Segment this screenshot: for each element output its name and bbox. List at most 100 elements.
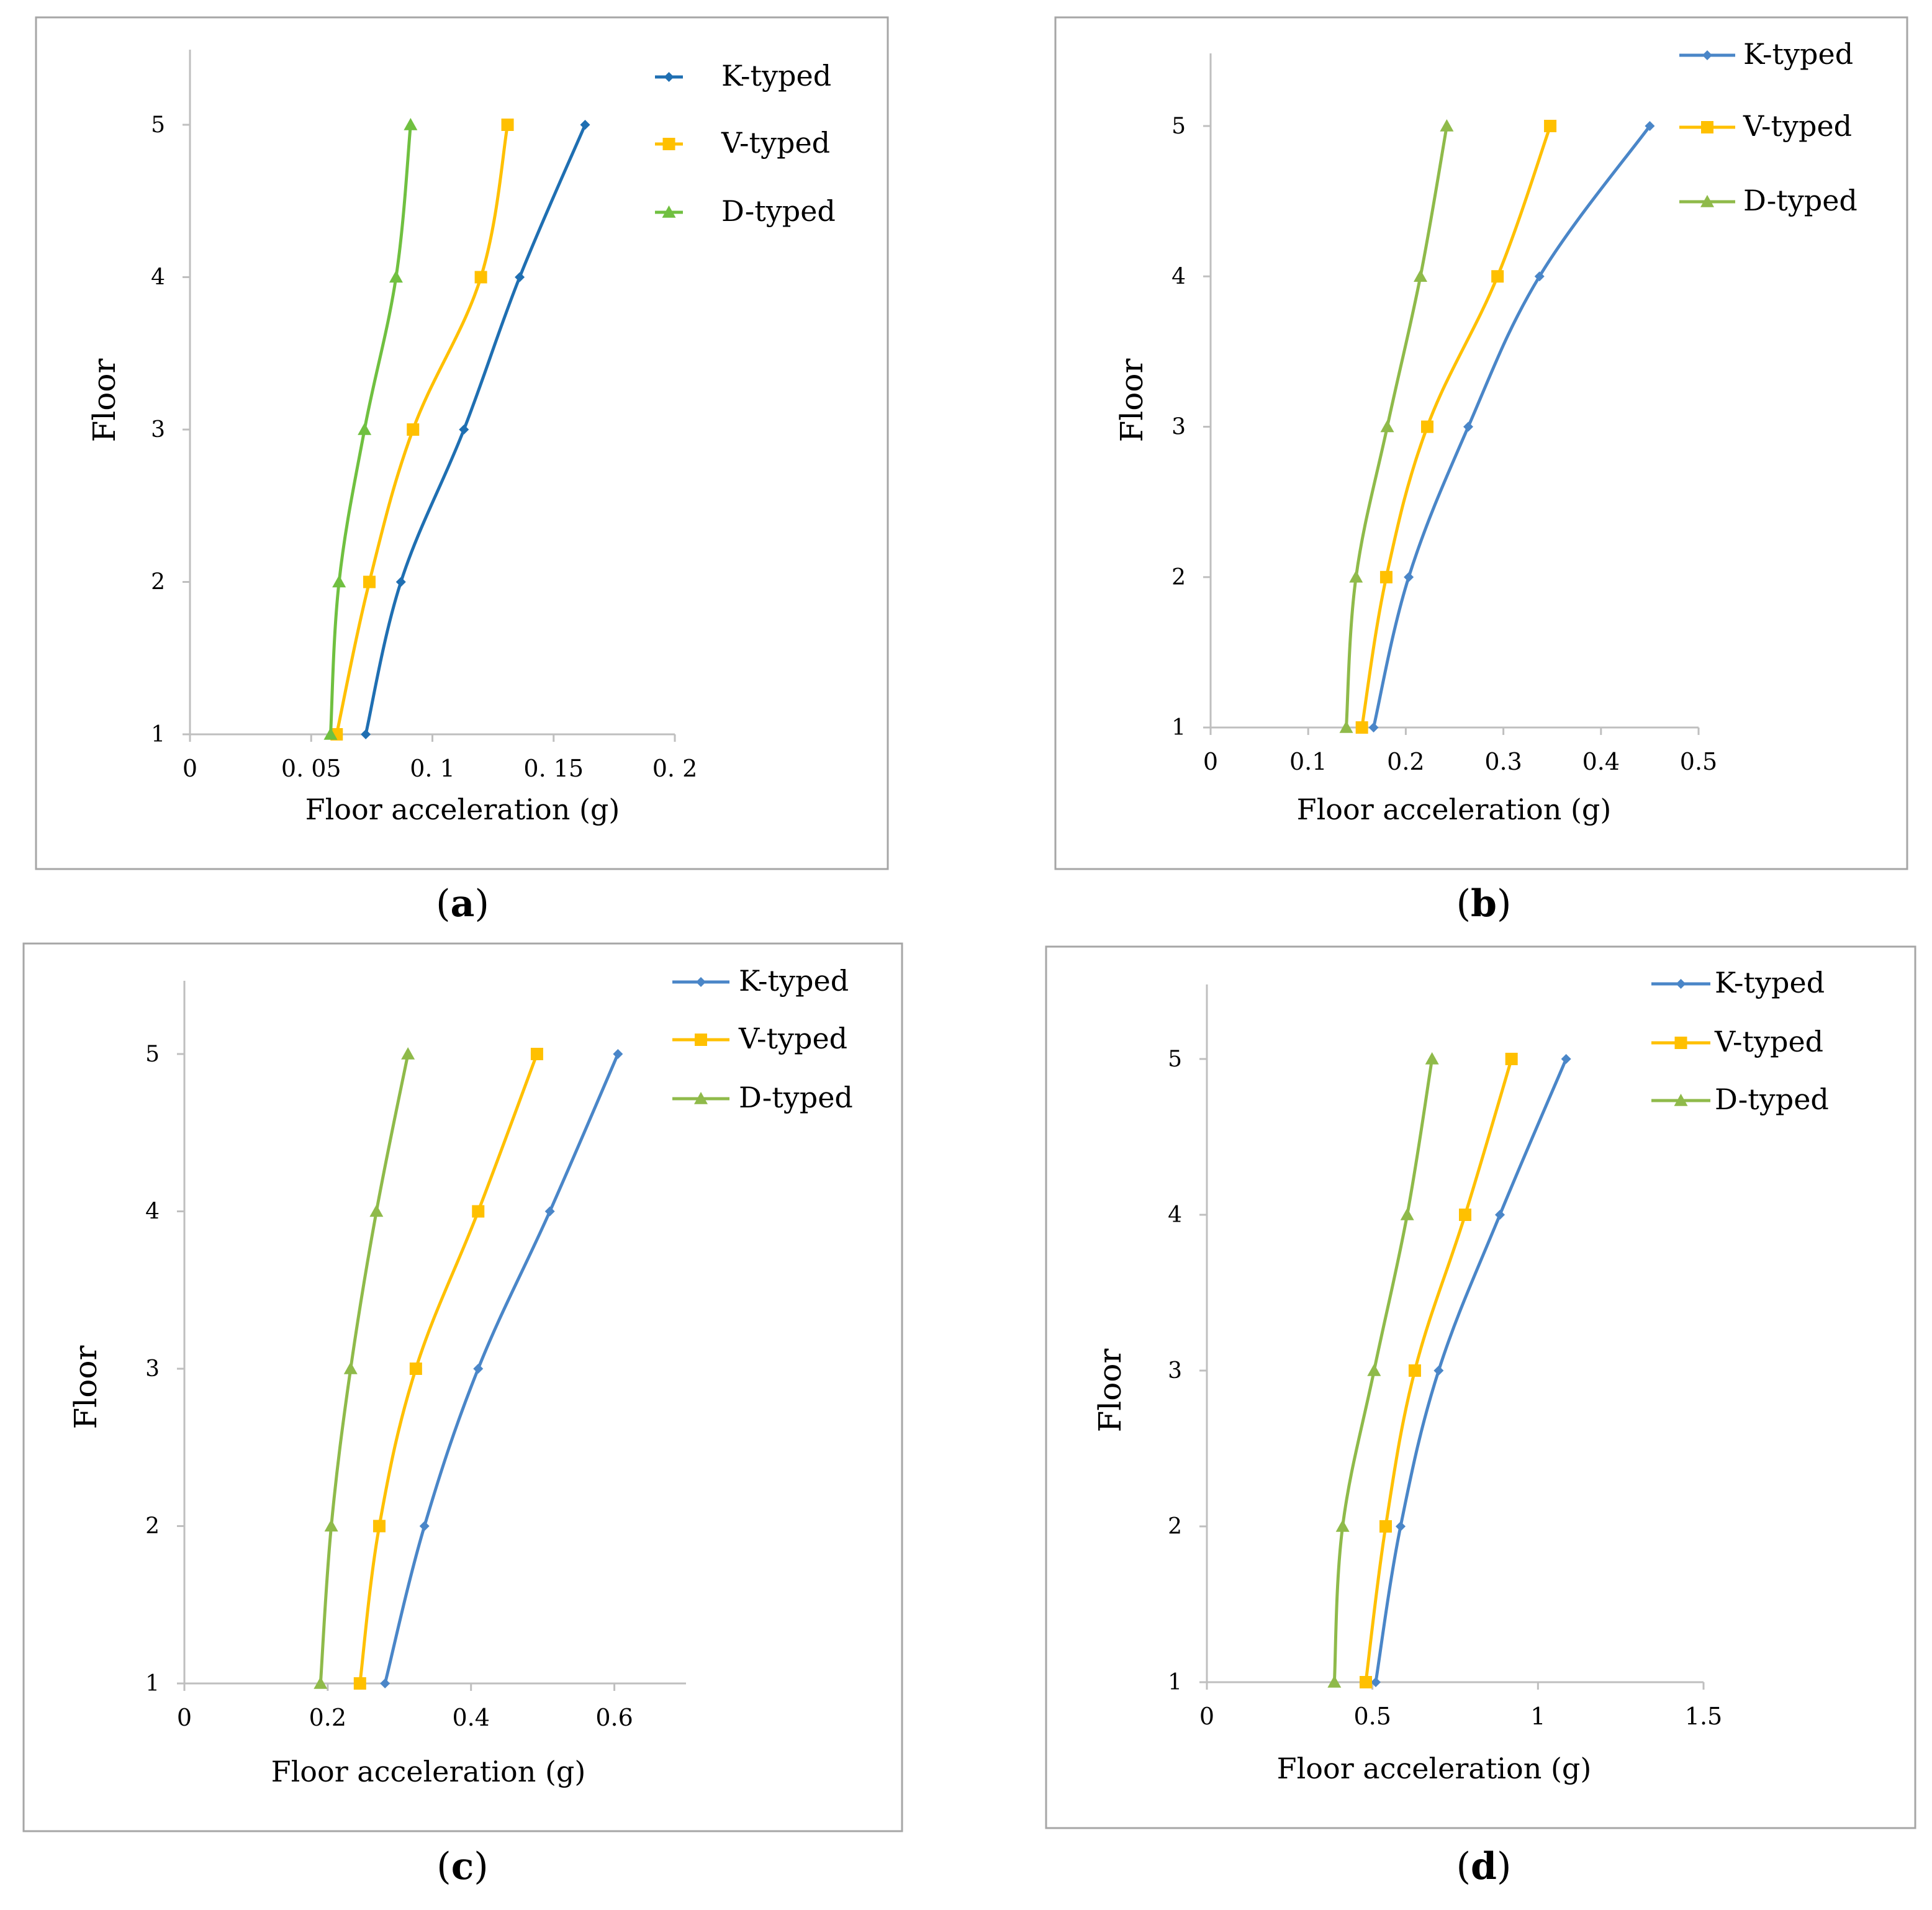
panel-frame (22, 942, 903, 1832)
data-point-v-typed (1459, 1209, 1471, 1221)
x-tick-label: 0.4 (1582, 748, 1620, 775)
legend-entry-v-typed: V-typed (1679, 109, 1852, 143)
legend-label: K-typed (1743, 37, 1853, 71)
legend-entry-k-typed: K-typed (672, 964, 849, 998)
data-point-d-typed (404, 118, 418, 130)
data-point-k-typed (1371, 1677, 1381, 1687)
data-point-k-typed (380, 1678, 390, 1688)
x-axis-title: Floor acceleration (g) (1297, 793, 1612, 826)
data-point-k-typed (361, 729, 371, 739)
panel-frame (1045, 945, 1916, 1829)
data-point-d-typed (1327, 1675, 1342, 1688)
x-tick-label: 1 (1530, 1703, 1545, 1730)
legend-entry-d-typed: D-typed (1679, 184, 1858, 217)
legend-label: V-typed (721, 126, 830, 160)
y-axis-title: Floor (68, 1346, 104, 1430)
data-point-d-typed (1425, 1052, 1439, 1065)
y-tick-label: 1 (1171, 715, 1186, 741)
x-tick-label: 0 (1203, 748, 1218, 775)
data-point-k-typed (1645, 121, 1655, 131)
data-point-k-typed (1404, 572, 1414, 582)
x-tick-label: 0.6 (595, 1704, 633, 1731)
data-point-d-typed (1413, 269, 1427, 282)
chart-panel-b: 1 2 3 4 5 0 0.1 0.2 0.3 0.4 0.5 Floor acceleration … (1054, 16, 1908, 926)
data-point-d-typed (332, 575, 346, 588)
panel-frame (1054, 16, 1908, 870)
data-point-k-typed (1368, 723, 1379, 732)
data-point-v-typed (1420, 420, 1433, 433)
y-tick-label: 3 (145, 1356, 160, 1382)
y-tick-label: 4 (1168, 1202, 1182, 1228)
data-point-v-typed (407, 423, 420, 436)
y-axis-title: Floor (1114, 359, 1150, 443)
x-tick-label: 0 (183, 755, 197, 782)
legend-label: D-typed (1715, 1083, 1829, 1116)
y-tick-label: 4 (1171, 264, 1186, 289)
data-point-k-typed (1433, 1366, 1444, 1376)
y-tick-label: 3 (1168, 1358, 1182, 1384)
panel-caption: (c) (436, 1845, 488, 1888)
data-point-k-typed (1495, 1210, 1505, 1220)
x-axis-title: Floor acceleration (g) (305, 793, 620, 826)
data-point-k-typed (613, 1049, 623, 1059)
series-d-typed (314, 1047, 415, 1689)
legend-entry-d-typed: D-typed (1651, 1083, 1829, 1116)
data-point-k-typed (1463, 421, 1474, 432)
data-point-v-typed (353, 1677, 366, 1690)
x-tick-label: 0. 05 (281, 755, 341, 782)
data-point-v-typed (1379, 570, 1393, 583)
x-tick-label: 0. 2 (652, 755, 698, 782)
y-tick-label: 5 (145, 1042, 160, 1067)
x-tick-label: 1.5 (1685, 1703, 1722, 1730)
chart-panel-a: 1 2 3 4 5 0 0. 05 0. 1 0. 15 0. 2 Floor accelerati… (35, 16, 889, 926)
legend-swatch-marker (662, 138, 675, 150)
legend-swatch-marker (662, 205, 676, 218)
series-d-typed (323, 118, 418, 740)
x-tick-label: 0.1 (1289, 748, 1327, 775)
x-tick-label: 0. 1 (410, 755, 455, 782)
panel-caption: (a) (436, 882, 489, 926)
legend-label: K-typed (739, 964, 849, 998)
legend-swatch-marker (1674, 1094, 1688, 1106)
data-point-v-typed (474, 271, 487, 284)
legend-label: D-typed (1743, 184, 1858, 217)
data-point-v-typed (1505, 1053, 1518, 1065)
legend-entry-v-typed: V-typed (655, 126, 830, 160)
series-k-typed (1371, 1054, 1571, 1687)
y-tick-label: 5 (1171, 114, 1186, 139)
data-point-v-typed (501, 119, 514, 131)
data-point-k-typed (395, 577, 406, 587)
data-point-d-typed (358, 423, 372, 435)
legend-swatch-marker (695, 1034, 707, 1046)
x-axis-title: Floor acceleration (g) (1277, 1752, 1592, 1785)
legend-label: V-typed (1714, 1025, 1823, 1058)
data-point-d-typed (1367, 1364, 1381, 1376)
y-tick-label: 2 (1168, 1514, 1182, 1539)
y-axis-title: Floor (86, 359, 122, 443)
x-tick-label: 0.5 (1353, 1703, 1391, 1730)
data-point-v-typed (363, 575, 376, 588)
data-point-d-typed (314, 1677, 328, 1689)
data-point-d-typed (1380, 420, 1394, 433)
data-point-d-typed (1440, 119, 1454, 132)
data-point-k-typed (544, 1206, 555, 1217)
chart-panel-c: 1 2 3 4 5 0 0.2 0.4 0.6 Floor acceleration (g) Flo… (22, 942, 903, 1888)
x-tick-label: 0.5 (1680, 748, 1717, 775)
data-point-k-typed (1396, 1521, 1406, 1531)
legend-entry-v-typed: V-typed (1651, 1025, 1823, 1058)
y-tick-label: 1 (151, 722, 165, 747)
legend-label: V-typed (1743, 109, 1852, 143)
data-point-k-typed (1561, 1054, 1571, 1064)
data-point-v-typed (1544, 120, 1557, 132)
series-k-typed (1368, 121, 1655, 732)
y-tick-label: 2 (151, 570, 165, 595)
legend-label: V-typed (738, 1022, 847, 1055)
data-point-d-typed (369, 1204, 384, 1217)
legend-swatch-marker (1701, 121, 1713, 133)
data-point-v-typed (372, 1520, 386, 1533)
legend-entry-d-typed: D-typed (672, 1081, 853, 1114)
panel-frame (35, 16, 889, 870)
data-point-k-typed (515, 272, 525, 282)
data-point-d-typed (1335, 1520, 1350, 1532)
